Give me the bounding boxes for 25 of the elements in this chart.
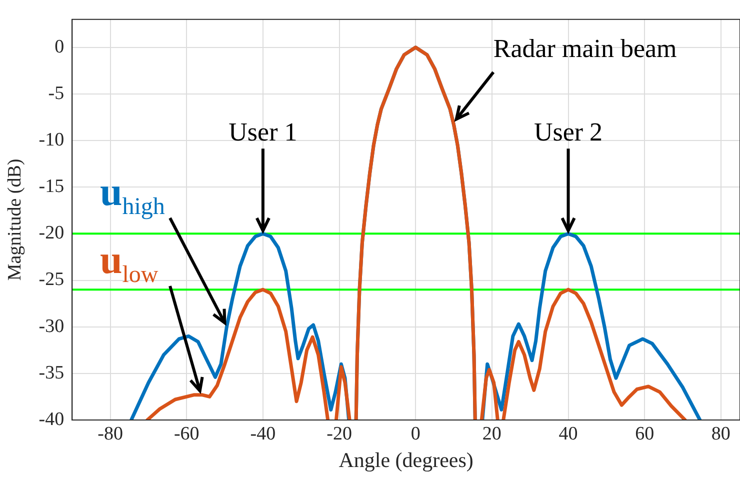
x-tick-label: 60 — [635, 423, 654, 444]
text: u$_{high}$ — [100, 169, 165, 222]
y-tick-label: -35 — [38, 362, 64, 384]
annotation: User 1 — [228, 118, 298, 147]
y-tick-label: -15 — [38, 176, 64, 198]
y-tick-label: -20 — [38, 222, 64, 244]
x-tick-label: -40 — [250, 423, 276, 444]
y-tick-label: -25 — [38, 269, 64, 290]
x-axis-title: Angle (degrees) — [338, 448, 474, 472]
x-tick-label: -60 — [174, 423, 200, 444]
x-tick-label: -80 — [98, 423, 123, 444]
x-tick-label: 40 — [558, 423, 578, 444]
x-tick-label: 80 — [711, 423, 730, 444]
x-tick-label: -20 — [326, 423, 352, 444]
text: u$_{low}$ — [100, 237, 158, 290]
y-axis-title: Magnitude (dB) — [4, 158, 26, 281]
y-tick-label: -10 — [38, 129, 64, 150]
y-tick-label: -30 — [38, 316, 64, 337]
y-tick-label: -5 — [48, 82, 64, 104]
annotation: Radar main beam — [493, 34, 677, 64]
y-tick-label: -40 — [38, 408, 64, 430]
y-tick-label: 0 — [54, 36, 64, 58]
x-tick-label: 20 — [482, 423, 502, 444]
annotation: User 2 — [534, 118, 603, 147]
x-tick-label: 0 — [410, 423, 420, 444]
